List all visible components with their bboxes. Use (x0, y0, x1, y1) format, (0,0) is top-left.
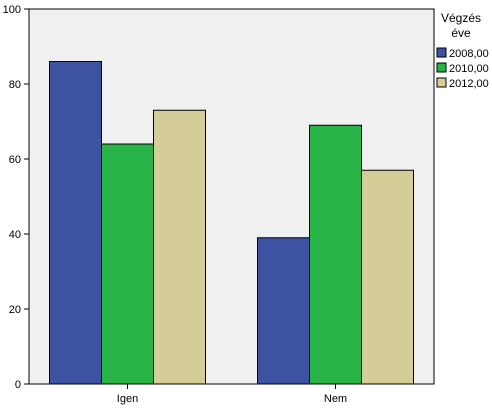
bar-igen-1 (101, 143, 154, 385)
bar-nem-2 (361, 169, 414, 385)
x-tick-label: Igen (117, 393, 138, 405)
legend-title-line2: éve (451, 26, 471, 40)
bar-nem-1 (309, 124, 362, 385)
y-tick-label: 60 (9, 154, 21, 166)
legend-swatch (436, 62, 447, 73)
legend: Végzés éve 2008,00 2010,00 2012,00 (436, 11, 489, 90)
x-tick-label: Nem (324, 393, 347, 405)
y-tick-label: 80 (9, 79, 21, 91)
bar-igen-0 (49, 61, 102, 385)
legend-label: 2010,00 (449, 63, 489, 75)
bar-nem-0 (257, 237, 310, 385)
legend-title-line1: Végzés (441, 11, 481, 25)
y-tick-label: 0 (15, 379, 21, 391)
y-tick-label: 100 (3, 4, 21, 16)
legend-swatch (436, 47, 447, 58)
bar-igen-2 (153, 109, 206, 385)
y-tick-label: 40 (9, 229, 21, 241)
legend-label: 2012,00 (449, 78, 489, 90)
legend-swatch (436, 77, 447, 88)
legend-label: 2008,00 (449, 48, 489, 60)
y-tick-label: 20 (9, 304, 21, 316)
